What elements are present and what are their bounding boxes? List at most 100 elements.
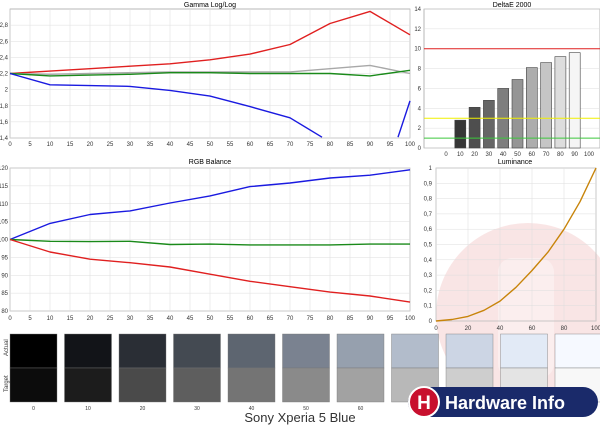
rgb-xtick-label: 45 xyxy=(187,316,194,322)
rgb-ytick-label: 95 xyxy=(1,255,8,261)
lum-xtick-label: 80 xyxy=(561,326,568,332)
lum-ytick-label: 0,4 xyxy=(424,258,433,264)
deltae-bar xyxy=(511,79,524,149)
deltae-bar xyxy=(554,56,567,149)
deltae-title: DeltaE 2000 xyxy=(493,2,532,9)
deltae-xtick-label: 40 xyxy=(500,152,507,158)
rgb-xtick-label: 60 xyxy=(247,316,254,322)
rgb-ytick-label: 100 xyxy=(0,238,9,244)
swatch-target xyxy=(118,367,167,403)
lum-ytick-label: 0,3 xyxy=(424,273,433,279)
swatch-actual xyxy=(173,333,221,369)
chart-caption: Sony Xperia 5 Blue xyxy=(244,410,356,425)
deltae-ytick-label: 2 xyxy=(418,126,422,132)
rgb-xtick-label: 75 xyxy=(307,316,314,322)
rgb-xtick-label: 90 xyxy=(367,316,374,322)
gamma-series-blue xyxy=(9,72,323,138)
deltae-xtick-label: 50 xyxy=(514,152,521,158)
rgb-xtick-label: 10 xyxy=(47,316,54,322)
rgb-ytick-label: 120 xyxy=(0,166,9,172)
rgb-xtick-label: 55 xyxy=(227,316,234,322)
hardware-info-logo: H Hardware Info xyxy=(408,386,598,418)
lum-ytick-label: 1 xyxy=(429,166,433,172)
swatch-actual xyxy=(282,333,330,369)
deltae-bar xyxy=(468,106,481,149)
rgb-ytick-label: 110 xyxy=(0,202,9,208)
gamma-xtick-label: 0 xyxy=(8,142,12,148)
gamma-xtick-label: 85 xyxy=(347,142,354,148)
gamma-xtick-label: 90 xyxy=(367,142,374,148)
lum-xtick-label: 20 xyxy=(465,326,472,332)
swatch-actual xyxy=(391,333,439,369)
swatch-level-label: 20 xyxy=(140,406,146,412)
gamma-title: Gamma Log/Log xyxy=(184,2,236,9)
gamma-series-blue xyxy=(397,100,411,138)
gamma-xtick-label: 10 xyxy=(47,142,54,148)
deltae-xtick-label: 60 xyxy=(528,152,535,158)
deltae-xtick-label: 30 xyxy=(486,152,493,158)
rgb-xtick-label: 70 xyxy=(287,316,294,322)
rgb-xtick-label: 15 xyxy=(67,316,74,322)
gamma-ytick-label: 2,2 xyxy=(0,72,9,78)
swatch-target xyxy=(336,367,385,403)
lum-ytick-label: 0,9 xyxy=(424,181,433,187)
deltae-bar xyxy=(540,62,552,149)
swatch-target xyxy=(227,367,276,403)
deltae-xtick-label: 100 xyxy=(584,152,595,158)
rgb-ytick-label: 90 xyxy=(1,273,8,279)
rgb-xtick-label: 80 xyxy=(327,316,334,322)
deltae-bar xyxy=(525,67,538,149)
gamma-xtick-label: 55 xyxy=(227,142,234,148)
lum-ytick-label: 0,7 xyxy=(424,212,433,218)
rgb-balance-chart: RGB Balance 80 85 90 95 100 105 110 115 120 0 5 10 1… xyxy=(0,159,416,322)
luminance-title: Luminance xyxy=(498,159,532,166)
gamma-xtick-label: 20 xyxy=(87,142,94,148)
gamma-ytick-label: 2,4 xyxy=(0,55,9,61)
gamma-chart: Gamma Log/Log 1,4 1,6 1,8 2 2,2 2,4 2,6 2,8 0 5 10… xyxy=(0,2,416,148)
swatch-actual xyxy=(445,333,494,369)
deltae-ytick-label: 14 xyxy=(414,7,421,13)
logo-text: Hardware Info xyxy=(445,393,565,413)
gamma-series-green xyxy=(9,69,411,77)
lum-ytick-label: 0,8 xyxy=(424,197,433,203)
gamma-ytick-label: 2,6 xyxy=(0,39,9,45)
swatch-actual xyxy=(554,333,600,369)
gamma-xtick-label: 30 xyxy=(127,142,134,148)
lum-xtick-label: 60 xyxy=(529,326,536,332)
swatch-level-label: 30 xyxy=(194,406,200,412)
rgb-xtick-label: 0 xyxy=(8,316,12,322)
deltae-ytick-label: 4 xyxy=(418,106,422,112)
swatch-actual xyxy=(227,333,276,369)
gamma-ytick-label: 1,6 xyxy=(0,120,9,126)
deltae-ytick-label: 0 xyxy=(418,146,422,152)
swatch-level-label: 10 xyxy=(85,406,91,412)
gamma-xtick-label: 70 xyxy=(287,142,294,148)
deltae-xtick-label: 70 xyxy=(543,152,550,158)
lum-ytick-label: 0,6 xyxy=(424,227,433,233)
gamma-xtick-label: 95 xyxy=(387,142,394,148)
gamma-series-red xyxy=(9,10,411,75)
swatch-level-label: 50 xyxy=(303,406,309,412)
rgb-xtick-label: 65 xyxy=(267,316,274,322)
swatch-level-label: 40 xyxy=(249,406,255,412)
rgb-xtick-label: 25 xyxy=(107,316,114,322)
gamma-series-gray xyxy=(9,64,411,76)
rgb-series-red xyxy=(9,238,411,303)
rgb-xtick-label: 20 xyxy=(87,316,94,322)
gamma-xtick-label: 50 xyxy=(207,142,214,148)
rgb-xtick-label: 35 xyxy=(147,316,154,322)
deltae-xtick-label: 10 xyxy=(457,152,464,158)
gamma-xtick-label: 25 xyxy=(107,142,114,148)
swatch-level-label: 60 xyxy=(358,406,364,412)
rgb-ytick-label: 115 xyxy=(0,184,9,190)
gamma-xtick-label: 60 xyxy=(247,142,254,148)
gamma-xtick-label: 65 xyxy=(267,142,274,148)
rgb-xtick-label: 85 xyxy=(347,316,354,322)
gamma-ytick-label: 1,4 xyxy=(0,136,9,142)
swatch-target xyxy=(64,367,112,403)
lum-xtick-label: 100 xyxy=(591,326,600,332)
rgb-ytick-label: 80 xyxy=(1,309,8,315)
deltae-bar xyxy=(454,119,467,149)
deltae-bar xyxy=(568,52,581,149)
